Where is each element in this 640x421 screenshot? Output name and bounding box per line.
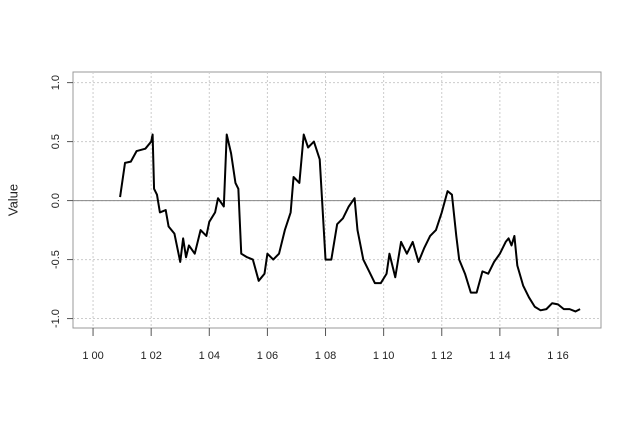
- plot-frame: [72, 71, 602, 329]
- y-tick-label: 0.5: [50, 134, 62, 149]
- x-tick-label: 1 08: [315, 350, 336, 362]
- x-tick-label: 1 02: [140, 350, 161, 362]
- y-axis-label: Value: [5, 184, 20, 216]
- y-tick-label: 1.0: [50, 75, 62, 90]
- y-tick-label: -1.0: [50, 309, 62, 328]
- x-tick-label: 1 14: [489, 350, 510, 362]
- y-tick-label: -0.5: [50, 250, 62, 269]
- data-line: [119, 133, 581, 313]
- x-tick-label: 1 04: [199, 350, 220, 362]
- x-tick-label: 1 10: [373, 350, 394, 362]
- x-tick-label: 1 00: [82, 350, 103, 362]
- x-tick-label: 1 06: [257, 350, 278, 362]
- x-tick-label: 1 16: [547, 350, 568, 362]
- x-tick-label: 1 12: [431, 350, 452, 362]
- y-tick-label: 0.0: [50, 193, 62, 208]
